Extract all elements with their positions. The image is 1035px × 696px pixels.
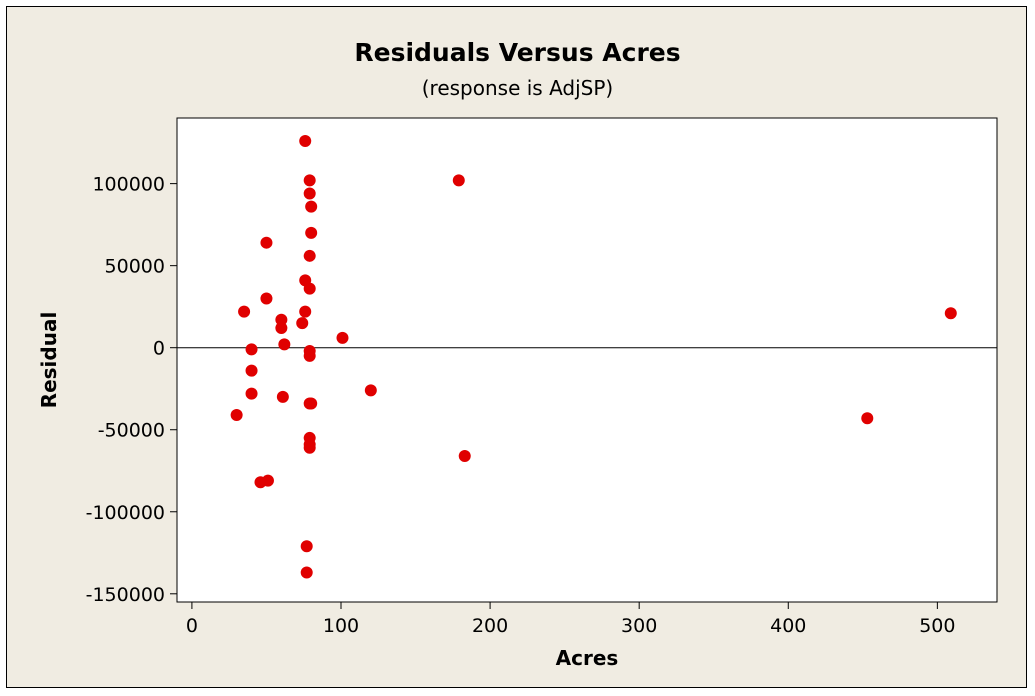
data-point [944, 307, 957, 320]
data-point [275, 322, 288, 335]
chart-subtitle: (response is AdjSP) [421, 76, 614, 100]
y-tick-label: -100000 [86, 502, 165, 524]
plot-area [176, 117, 998, 603]
data-point [296, 317, 309, 330]
data-point [299, 134, 312, 147]
data-point [303, 441, 316, 454]
data-point [303, 249, 316, 262]
data-point [260, 236, 273, 249]
x-tick-label: 400 [770, 615, 806, 637]
y-tick-label: 50000 [105, 256, 165, 278]
data-point [305, 200, 318, 213]
y-tick-label: -50000 [98, 420, 165, 442]
data-point [238, 305, 251, 318]
data-point [275, 313, 288, 326]
y-axis-title: Residual [37, 312, 61, 409]
y-tick-label: 100000 [92, 174, 165, 196]
data-point [245, 343, 258, 356]
data-point [861, 412, 874, 425]
x-tick-label: 100 [323, 615, 359, 637]
data-point [300, 540, 313, 553]
data-point [300, 566, 313, 579]
data-point [245, 364, 258, 377]
x-tick-label: 300 [621, 615, 657, 637]
data-point [336, 331, 349, 344]
data-point [303, 349, 316, 362]
x-axis: 0 100 200 300 400 500 [186, 602, 955, 637]
data-point [364, 384, 377, 397]
data-point [305, 226, 318, 239]
x-tick-label: 500 [919, 615, 955, 637]
data-point [458, 449, 471, 462]
y-tick-label: 0 [153, 338, 165, 360]
data-point [230, 408, 243, 421]
x-tick-label: 0 [186, 615, 198, 637]
x-tick-label: 200 [472, 615, 508, 637]
data-point [299, 305, 312, 318]
data-points [230, 134, 957, 579]
data-point [452, 174, 465, 187]
x-axis-title: Acres [556, 646, 619, 670]
y-tick-label: -150000 [86, 584, 165, 606]
data-point [303, 187, 316, 200]
y-axis: -150000 -100000 -50000 0 50000 100000 [86, 174, 177, 606]
data-point [305, 397, 318, 410]
data-point [261, 474, 274, 487]
chart-title: Residuals Versus Acres [354, 38, 681, 67]
data-point [278, 338, 291, 351]
data-point [276, 390, 289, 403]
data-point [303, 174, 316, 187]
data-point [245, 387, 258, 400]
data-point [303, 282, 316, 295]
data-point [260, 292, 273, 305]
